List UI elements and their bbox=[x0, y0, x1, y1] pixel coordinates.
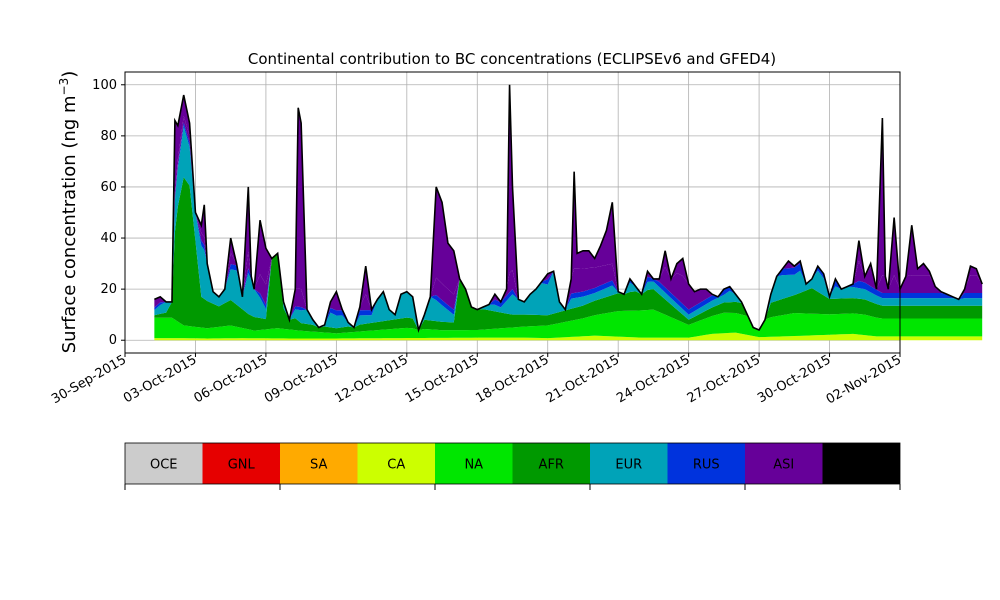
legend-label-NA: NA bbox=[464, 458, 483, 473]
legend-label-EUR: EUR bbox=[615, 458, 642, 473]
area-NA bbox=[154, 309, 983, 339]
legend-label-AFR: AFR bbox=[539, 458, 564, 473]
legend-swatch-AUS bbox=[822, 443, 900, 484]
x-tick-label: 15-Oct-2015 bbox=[403, 352, 481, 406]
legend-label-CA: CA bbox=[387, 458, 405, 473]
legend-swatch-AFR bbox=[512, 443, 590, 484]
y-tick-label: 100 bbox=[92, 78, 117, 93]
x-tick-label: 18-Oct-2015 bbox=[473, 352, 551, 406]
legend-label-SA: SA bbox=[310, 458, 327, 473]
x-tick-label: 30-Oct-2015 bbox=[755, 352, 833, 406]
area-CA bbox=[154, 332, 983, 341]
y-axis-label: Surface concentration (ng m−3) bbox=[57, 71, 80, 354]
legend-swatch-NA bbox=[435, 443, 513, 484]
chart-title: Continental contribution to BC concentra… bbox=[248, 50, 776, 68]
legend-swatch-ASI bbox=[745, 443, 823, 484]
x-tick-label: 21-Oct-2015 bbox=[544, 352, 622, 406]
x-tick-label: 24-Oct-2015 bbox=[614, 352, 692, 406]
legend-swatch-EUR bbox=[590, 443, 668, 484]
x-tick-label: 03-Oct-2015 bbox=[121, 352, 199, 406]
x-tick-label: 09-Oct-2015 bbox=[262, 352, 340, 406]
y-tick-label: 60 bbox=[100, 180, 117, 195]
legend-swatch-CA bbox=[357, 443, 435, 484]
legend-swatch-GNL bbox=[202, 443, 280, 484]
y-tick-label: 0 bbox=[109, 333, 117, 348]
y-tick-label: 40 bbox=[100, 231, 117, 246]
legend-label-GNL: GNL bbox=[228, 458, 256, 473]
legend-label-RUS: RUS bbox=[693, 458, 720, 473]
legend-label-ASI: ASI bbox=[773, 458, 794, 473]
x-tick-label: 06-Oct-2015 bbox=[192, 352, 270, 406]
area-AFR bbox=[154, 177, 983, 334]
legend-swatch-OCE bbox=[125, 443, 203, 484]
x-tick-label: 12-Oct-2015 bbox=[332, 352, 410, 406]
y-tick-label: 20 bbox=[100, 282, 117, 297]
legend-swatch-RUS bbox=[667, 443, 745, 484]
x-tick-label: 02-Nov-2015 bbox=[824, 352, 904, 407]
plot-frame bbox=[124, 71, 901, 354]
legend: OCE GNL SA CA NA AFR EUR RUS ASI AUS bbox=[124, 442, 901, 490]
legend-swatch-SA bbox=[280, 443, 358, 484]
x-tick-label: 30-Sep-2015 bbox=[49, 352, 129, 407]
total-line bbox=[154, 84, 983, 333]
y-tick-label: 80 bbox=[100, 129, 117, 144]
legend-frame bbox=[124, 442, 901, 485]
legend-label-AUS: AUS bbox=[848, 458, 875, 473]
legend-label-OCE: OCE bbox=[150, 458, 178, 473]
plot-areas bbox=[154, 84, 983, 341]
x-tick-label: 27-Oct-2015 bbox=[685, 352, 763, 406]
